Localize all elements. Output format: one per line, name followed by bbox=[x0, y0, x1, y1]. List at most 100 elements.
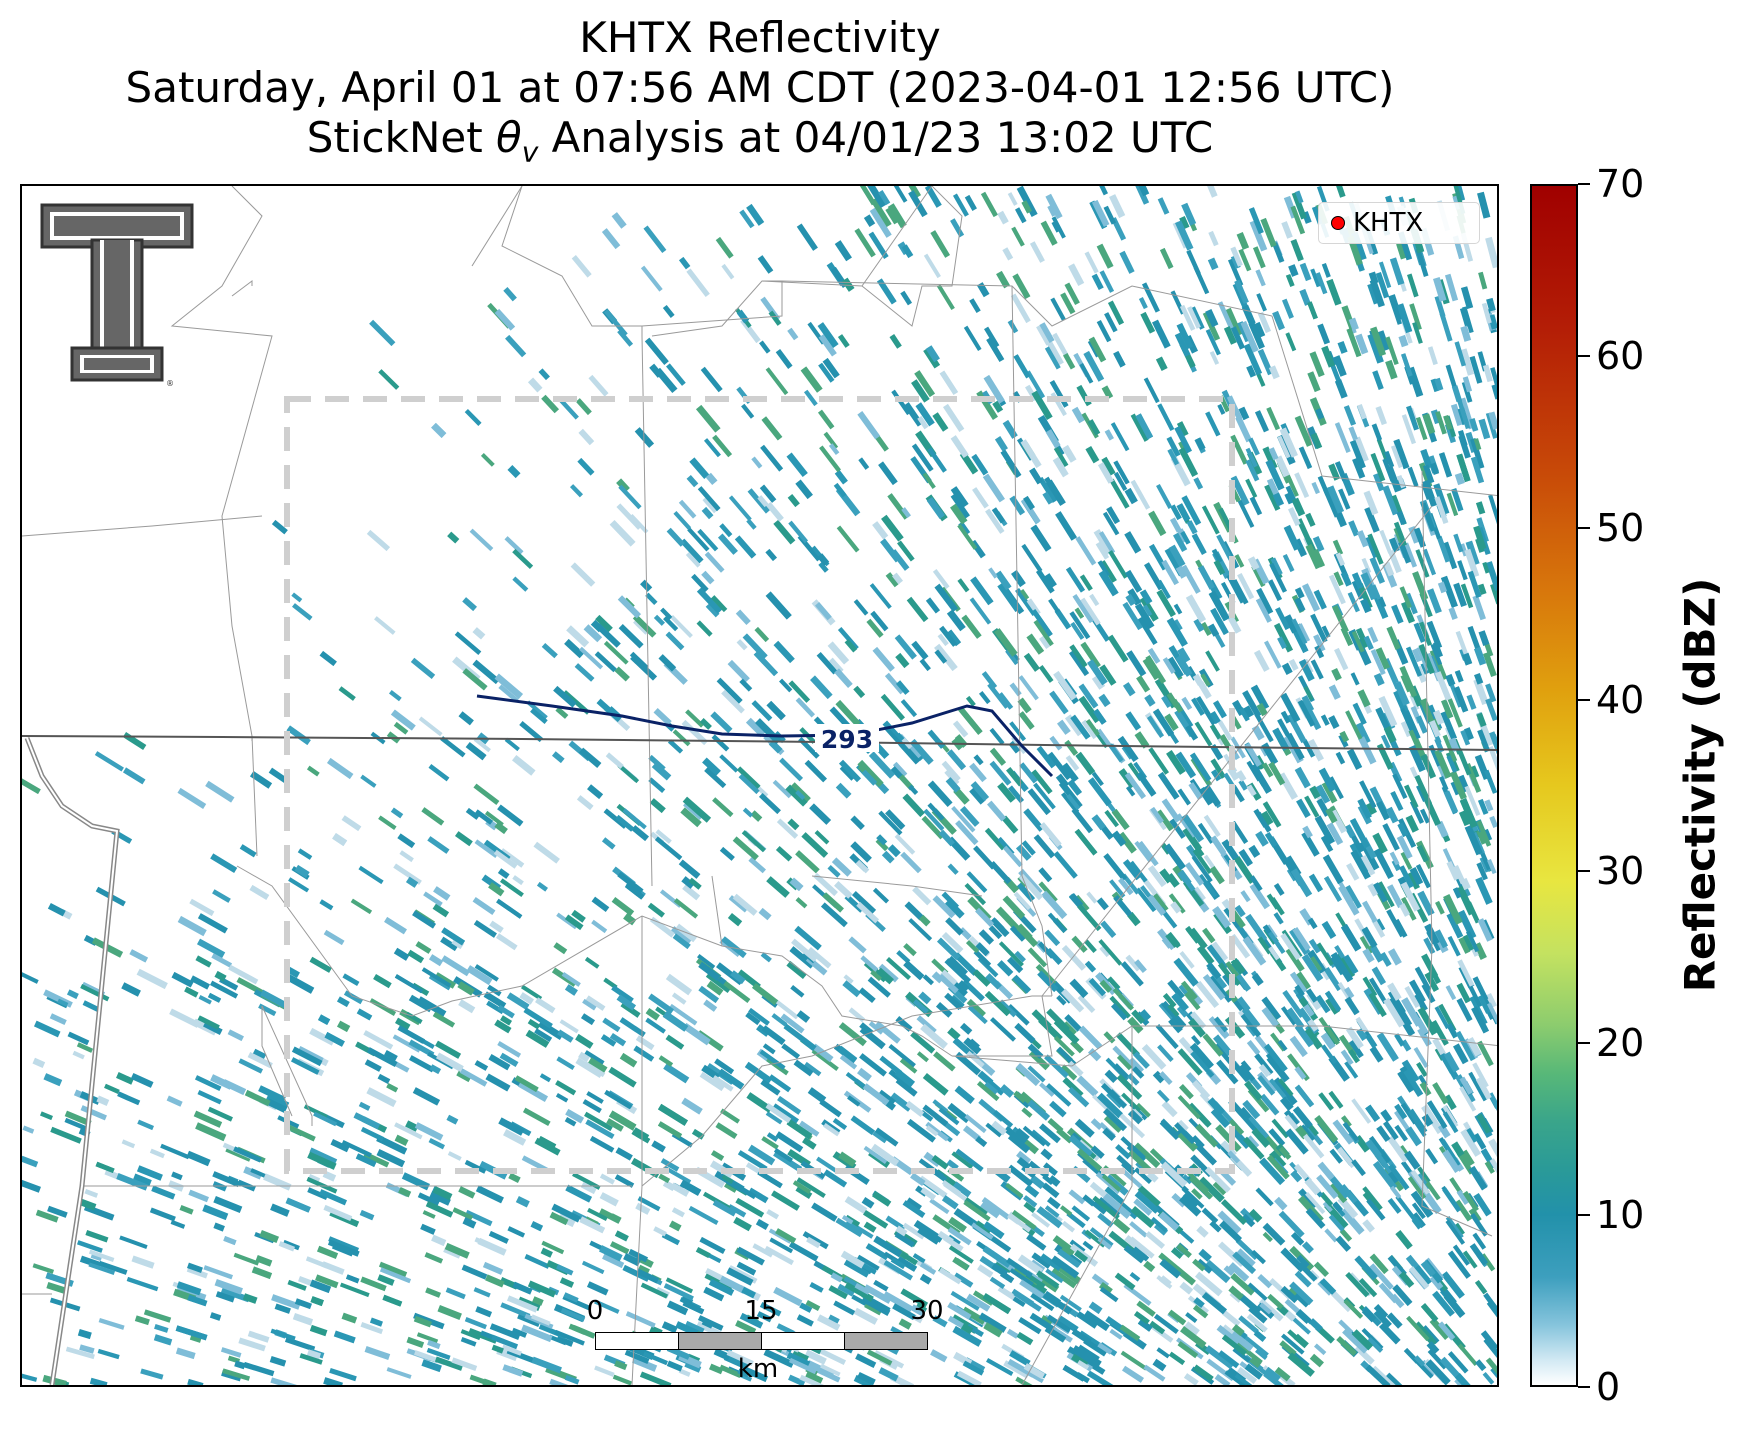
echo-gate bbox=[736, 1261, 757, 1276]
echo-gate bbox=[1098, 569, 1119, 597]
echo-gate bbox=[1175, 654, 1193, 677]
echo-gate bbox=[1372, 832, 1388, 854]
echo-gate bbox=[429, 1064, 442, 1075]
county-line bbox=[861, 186, 963, 327]
echo-gate bbox=[306, 765, 320, 777]
echo-gate bbox=[1356, 530, 1369, 548]
echo-gate bbox=[918, 1175, 948, 1199]
echo-gate bbox=[386, 1367, 412, 1379]
echo-gate bbox=[665, 1277, 694, 1294]
echo-gate bbox=[998, 692, 1014, 710]
echo-gate bbox=[1413, 1047, 1429, 1069]
colorbar bbox=[1530, 184, 1578, 1387]
echo-gate bbox=[920, 1187, 937, 1201]
echo-gate bbox=[1267, 1293, 1284, 1310]
echo-gate bbox=[458, 1186, 476, 1199]
echo-gate bbox=[654, 836, 683, 861]
echo-gate bbox=[291, 592, 303, 603]
echo-gate bbox=[1442, 1111, 1459, 1134]
echo-gate bbox=[1204, 1166, 1231, 1193]
echo-gate bbox=[1378, 261, 1392, 289]
echo-gate bbox=[766, 1209, 780, 1220]
echo-gate bbox=[207, 1106, 233, 1122]
echo-gate bbox=[1274, 1366, 1291, 1382]
echo-gate bbox=[1443, 1051, 1460, 1073]
echo-gate bbox=[950, 493, 970, 519]
echo-gate bbox=[752, 1243, 774, 1258]
echo-gate bbox=[1478, 418, 1491, 440]
echo-gate bbox=[1189, 1042, 1214, 1070]
echo-gate bbox=[680, 538, 704, 564]
echo-gate bbox=[908, 784, 919, 795]
echo-gate bbox=[1021, 840, 1036, 856]
echo-gate bbox=[1046, 1314, 1072, 1333]
echo-gate bbox=[1419, 1081, 1432, 1097]
echo-gate bbox=[507, 465, 521, 479]
echo-gate bbox=[1185, 844, 1198, 858]
echo-gate bbox=[132, 1173, 152, 1187]
echo-gate bbox=[527, 377, 543, 393]
echo-gate bbox=[1285, 273, 1295, 288]
echo-gate bbox=[663, 1283, 694, 1301]
echo-gate bbox=[1042, 491, 1054, 505]
echo-gate bbox=[1413, 1355, 1426, 1367]
echo-gate bbox=[223, 1236, 237, 1246]
echo-gate bbox=[458, 711, 474, 726]
echo-gate bbox=[1385, 336, 1399, 366]
echo-gate bbox=[434, 1356, 463, 1371]
echo-gate bbox=[1232, 1251, 1257, 1275]
echo-gate bbox=[166, 1095, 183, 1107]
echo-gate bbox=[745, 717, 766, 738]
echo-gate bbox=[553, 685, 577, 708]
echo-gate bbox=[739, 1312, 764, 1329]
echo-gate bbox=[1099, 944, 1112, 958]
echo-gate bbox=[701, 1318, 714, 1329]
echo-gate bbox=[1048, 1175, 1061, 1187]
echo-gate bbox=[1319, 1191, 1334, 1207]
echo-gate bbox=[1440, 1138, 1461, 1167]
echo-gate bbox=[663, 1063, 690, 1084]
echo-gate bbox=[418, 716, 443, 737]
echo-gate bbox=[989, 760, 1012, 786]
echo-gate bbox=[319, 650, 337, 667]
echo-gate bbox=[658, 1173, 671, 1184]
echo-gate bbox=[1016, 1150, 1032, 1165]
echo-gate bbox=[1435, 900, 1445, 915]
echo-gate bbox=[1446, 860, 1460, 881]
echo-gate bbox=[394, 1122, 423, 1140]
echo-gate bbox=[739, 678, 753, 692]
echo-gate bbox=[1288, 507, 1301, 527]
echo-gate bbox=[1348, 520, 1360, 537]
echo-gate bbox=[1294, 1270, 1312, 1288]
echo-gate bbox=[1314, 645, 1325, 659]
echo-gate bbox=[252, 1048, 267, 1060]
echo-gate bbox=[1124, 531, 1142, 554]
radar-map[interactable]: 293 bbox=[20, 184, 1499, 1387]
echo-gate bbox=[1064, 714, 1084, 737]
echo-gate bbox=[1111, 830, 1127, 847]
echo-gate bbox=[1272, 242, 1285, 263]
echo-gate bbox=[1040, 220, 1058, 246]
echo-gate bbox=[1259, 1302, 1272, 1315]
echo-gate bbox=[874, 1021, 901, 1044]
echo-gate bbox=[644, 337, 669, 365]
echo-gate bbox=[663, 1165, 692, 1184]
echo-gate bbox=[680, 807, 702, 828]
echo-gate bbox=[705, 472, 718, 486]
echo-gate bbox=[616, 503, 642, 530]
echo-gate bbox=[698, 961, 721, 981]
echo-gate bbox=[1422, 479, 1438, 508]
echo-gate bbox=[1304, 1177, 1321, 1196]
echo-gate bbox=[1408, 744, 1426, 773]
echo-gate bbox=[1082, 1240, 1094, 1251]
echo-gate bbox=[1437, 1123, 1451, 1139]
echo-gate bbox=[1228, 1285, 1244, 1301]
echo-gate bbox=[1046, 1083, 1072, 1107]
echo-gate bbox=[816, 1314, 841, 1331]
echo-gate bbox=[996, 960, 1014, 977]
echo-gate bbox=[1362, 900, 1378, 923]
echo-gate bbox=[1156, 809, 1174, 832]
echo-gate bbox=[1225, 961, 1240, 978]
echo-gate bbox=[1015, 1376, 1040, 1385]
echo-gate bbox=[1200, 673, 1211, 687]
